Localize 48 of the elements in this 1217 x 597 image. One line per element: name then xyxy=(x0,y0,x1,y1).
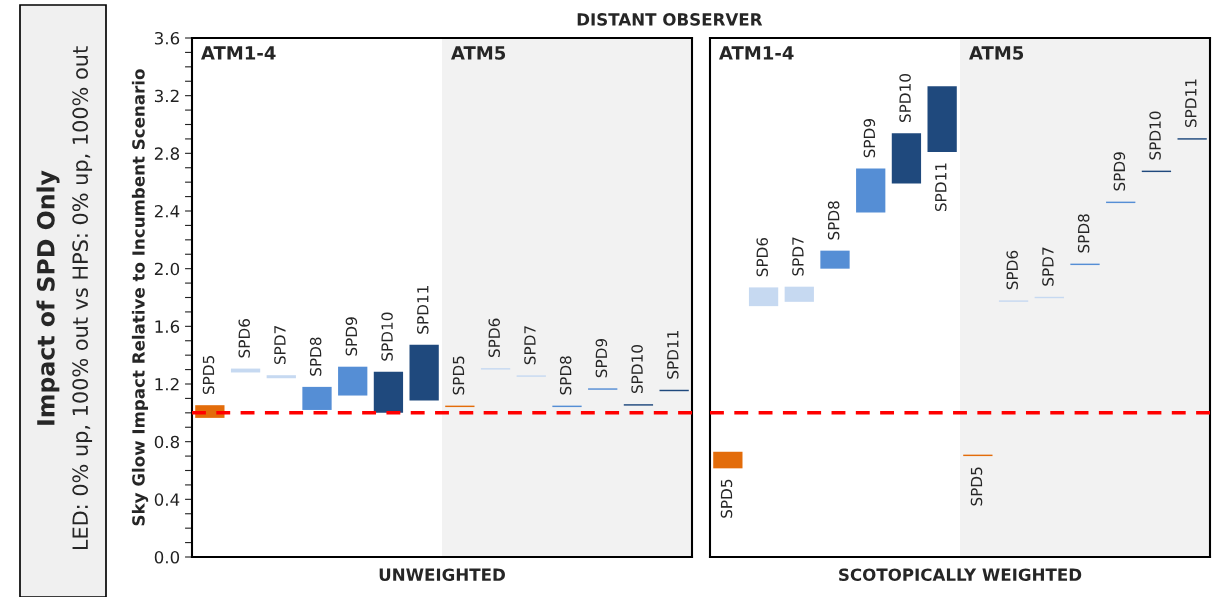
y-tick-label: 2.4 xyxy=(154,204,180,218)
category-label: SPD5 xyxy=(970,467,983,506)
chart-title: DISTANT OBSERVER xyxy=(577,13,763,26)
x-axis-title: UNWEIGHTED xyxy=(379,568,505,582)
category-label: SPD6 xyxy=(756,237,768,277)
y-tick-label: 0.4 xyxy=(154,493,180,506)
annotation: ATM1-4 xyxy=(201,46,276,60)
category-label: SPD11 xyxy=(1185,79,1197,128)
category-label: SPD8 xyxy=(309,337,322,376)
category-label: SPD10 xyxy=(899,73,911,123)
y-tick-label: 3.6 xyxy=(154,31,180,45)
category-label: SPD5 xyxy=(720,479,733,518)
annotation: ATM1-4 xyxy=(719,46,794,60)
category-label: SPD8 xyxy=(1077,214,1090,253)
y-tick-label: 0.0 xyxy=(154,550,180,564)
category-label: SPD10 xyxy=(1149,111,1161,160)
y-tick-label: 3.2 xyxy=(154,89,179,103)
y-tick-label: 1.6 xyxy=(155,320,180,333)
y-tick-label: 1.2 xyxy=(155,377,179,391)
y-tick-label: 0.8 xyxy=(154,435,180,449)
category-label: SPD8 xyxy=(827,201,840,240)
category-label: SPD5 xyxy=(452,356,465,395)
category-label: SPD9 xyxy=(1113,152,1126,191)
category-label: SPD6 xyxy=(1006,250,1018,290)
category-label: SPD9 xyxy=(863,119,876,158)
category-label: SPD11 xyxy=(667,330,679,379)
category-label: SPD6 xyxy=(238,319,250,358)
annotation: ATM5 xyxy=(969,46,1024,60)
x-axis-title: SCOTOPICALLY WEIGHTED xyxy=(839,568,1082,582)
category-label: SPD10 xyxy=(631,344,643,394)
category-label: SPD7 xyxy=(1042,247,1054,286)
category-label: SPD7 xyxy=(274,326,286,365)
category-label: SPD5 xyxy=(202,356,215,395)
category-label: SPD10 xyxy=(381,312,393,361)
text: Impact of SPD Only xyxy=(36,170,60,425)
text: LED: 0% up, 100% out vs HPS: 0% up, 100% out xyxy=(72,46,93,550)
category-label: SPD6 xyxy=(488,318,500,358)
category-label: SPD7 xyxy=(792,237,804,276)
category-label: SPD8 xyxy=(559,356,572,395)
category-label: SPD7 xyxy=(524,326,536,365)
y-tick-label: 2.8 xyxy=(154,147,180,160)
y-tick-label: 2.0 xyxy=(154,262,180,276)
category-label: SPD9 xyxy=(595,338,608,378)
category-label: SPD11 xyxy=(417,285,429,334)
category-label: SPD11 xyxy=(935,163,947,212)
annotation: ATM5 xyxy=(451,46,506,60)
category-label: SPD9 xyxy=(345,317,358,356)
y-axis-title: Sky Glow Impact Relative to Incumbent Scenario xyxy=(131,69,149,526)
